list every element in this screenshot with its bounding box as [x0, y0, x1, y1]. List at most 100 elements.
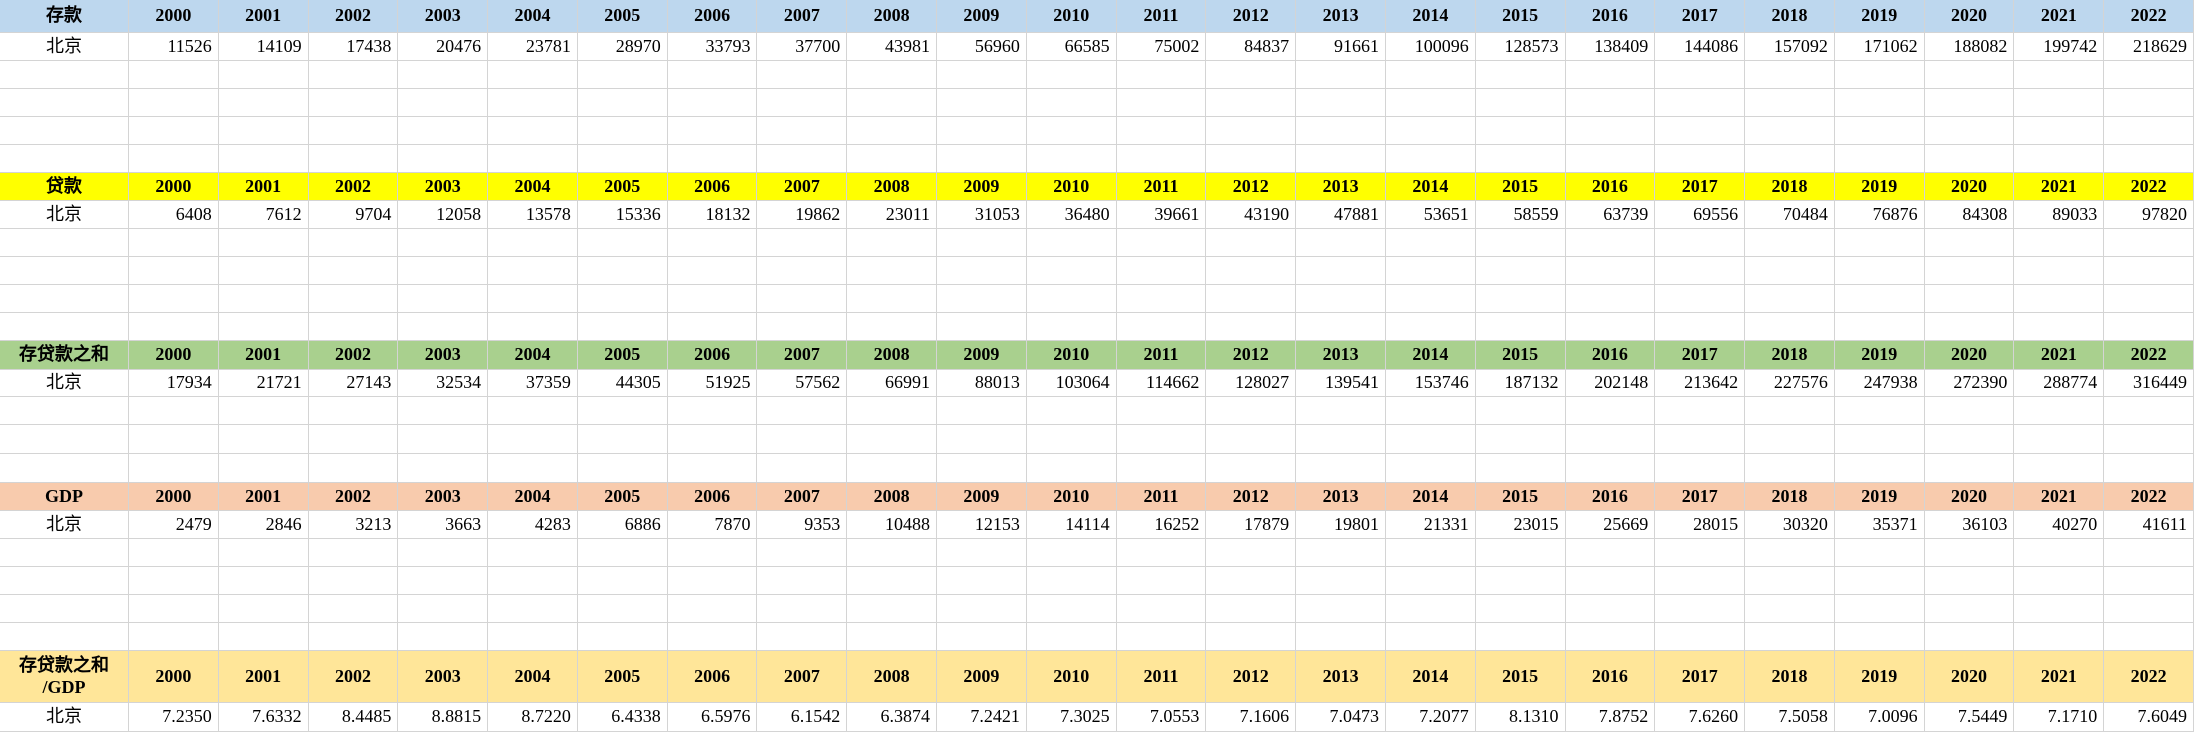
empty-cell: [847, 117, 938, 145]
empty-cell: [1296, 285, 1386, 313]
value-cell: 144086: [1655, 33, 1746, 61]
empty-cell: [1026, 313, 1117, 341]
year-header: 2004: [488, 341, 578, 370]
empty-cell: [1206, 229, 1297, 257]
value-cell: 100096: [1385, 33, 1476, 61]
empty-cell: [2104, 117, 2194, 145]
value-cell: 17934: [129, 370, 219, 397]
value-cell: 36480: [1026, 201, 1117, 229]
empty-cell: [2104, 595, 2194, 623]
value-cell: 43190: [1206, 201, 1297, 229]
value-cell: 7.1710: [2014, 703, 2105, 732]
empty-cell: [218, 145, 309, 173]
value-cell: 17879: [1206, 511, 1297, 539]
value-cell: 69556: [1655, 201, 1746, 229]
empty-cell: [398, 454, 489, 483]
value-cell: 7.2421: [937, 703, 1027, 732]
table-title: 存贷款之和: [0, 341, 129, 370]
empty-cell: [1655, 145, 1746, 173]
empty-cell: [1745, 539, 1835, 567]
year-header: 2014: [1385, 341, 1476, 370]
empty-cell: [488, 397, 578, 425]
empty-cell: [577, 285, 668, 313]
value-cell: 18132: [667, 201, 758, 229]
empty-cell: [1116, 623, 1207, 651]
empty-cell: [1026, 117, 1117, 145]
empty-cell: [1296, 89, 1386, 117]
empty-cell: [577, 425, 668, 454]
empty-cell: [757, 257, 848, 285]
value-cell: 58559: [1475, 201, 1566, 229]
empty-cell: [1116, 257, 1207, 285]
empty-cell: [1924, 623, 2015, 651]
year-header: 2018: [1745, 173, 1835, 201]
year-header: 2010: [1026, 0, 1117, 33]
year-header: 2020: [1924, 0, 2015, 33]
year-header: 2013: [1296, 0, 1386, 33]
value-cell: 157092: [1745, 33, 1835, 61]
value-cell: 8.4485: [308, 703, 399, 732]
value-cell: 7870: [667, 511, 758, 539]
empty-cell: [1206, 397, 1297, 425]
empty-cell: [1296, 145, 1386, 173]
value-cell: 19862: [757, 201, 848, 229]
value-cell: 40270: [2014, 511, 2105, 539]
empty-cell: [1924, 425, 2015, 454]
empty-cell: [577, 117, 668, 145]
value-cell: 6886: [577, 511, 668, 539]
empty-cell: [1206, 285, 1297, 313]
empty-cell: [1385, 595, 1476, 623]
value-cell: 28970: [577, 33, 668, 61]
year-header: 2021: [2014, 173, 2105, 201]
region-label: 北京: [0, 201, 129, 229]
empty-cell: [577, 567, 668, 595]
year-header: 2021: [2014, 341, 2105, 370]
year-header: 2018: [1745, 483, 1835, 511]
empty-cell: [1565, 229, 1656, 257]
value-cell: 7.6049: [2104, 703, 2194, 732]
empty-cell: [1655, 397, 1746, 425]
year-header: 2019: [1834, 173, 1925, 201]
empty-cell: [1834, 567, 1925, 595]
value-cell: 53651: [1385, 201, 1476, 229]
empty-cell: [398, 595, 489, 623]
year-header: 2018: [1745, 0, 1835, 33]
empty-cell: [218, 229, 309, 257]
empty-cell: [577, 454, 668, 483]
year-header: 2006: [667, 651, 758, 703]
value-cell: 114662: [1116, 370, 1207, 397]
empty-cell: [1026, 567, 1117, 595]
empty-cell: [1745, 117, 1835, 145]
empty-cell: [488, 313, 578, 341]
year-header: 2009: [937, 0, 1027, 33]
empty-cell: [1475, 595, 1566, 623]
empty-cell: [1385, 454, 1476, 483]
value-cell: 153746: [1385, 370, 1476, 397]
empty-cell: [937, 285, 1027, 313]
empty-cell: [2104, 397, 2194, 425]
value-cell: 7.0096: [1834, 703, 1925, 732]
empty-cell: [1655, 539, 1746, 567]
empty-cell: [1116, 145, 1207, 173]
value-cell: 28015: [1655, 511, 1746, 539]
empty-cell: [2014, 539, 2105, 567]
empty-cell: [308, 623, 399, 651]
value-cell: 66991: [847, 370, 938, 397]
empty-cell: [757, 454, 848, 483]
empty-cell: [129, 89, 219, 117]
empty-cell: [847, 623, 938, 651]
value-cell: 7.8752: [1565, 703, 1656, 732]
empty-cell: [757, 313, 848, 341]
empty-cell: [1565, 285, 1656, 313]
empty-cell: [1385, 257, 1476, 285]
value-cell: 21721: [218, 370, 309, 397]
empty-cell: [0, 623, 129, 651]
empty-cell: [1655, 623, 1746, 651]
value-cell: 7.0473: [1296, 703, 1386, 732]
empty-cell: [1296, 623, 1386, 651]
year-header: 2007: [757, 0, 848, 33]
value-cell: 7.5449: [1924, 703, 2015, 732]
value-cell: 11526: [129, 33, 219, 61]
value-cell: 2479: [129, 511, 219, 539]
empty-cell: [1026, 595, 1117, 623]
